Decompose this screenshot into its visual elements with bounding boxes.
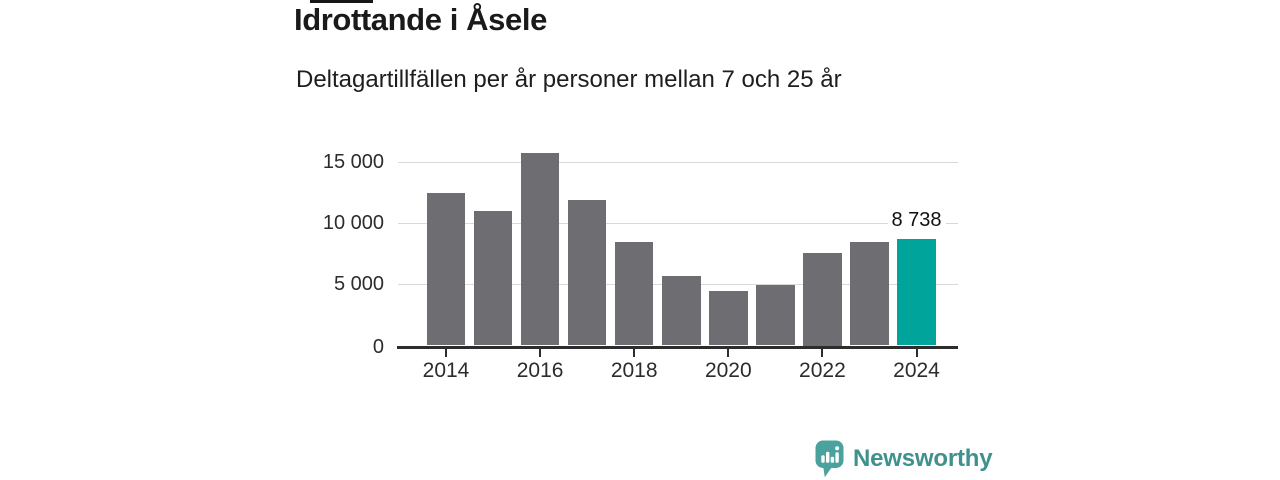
bar-2013/2014	[426, 192, 466, 346]
newsworthy-logo: Newsworthy	[815, 439, 993, 479]
x-axis-tick-label: 2018	[610, 359, 658, 382]
bar-2018/2019	[662, 275, 701, 346]
bar-2017/2018	[614, 242, 654, 346]
highlight-value-label: 8 738	[887, 208, 946, 232]
gridline-10000	[398, 223, 958, 225]
x-axis-tick	[915, 348, 918, 357]
y-axis-tick-label: 0	[372, 336, 384, 358]
bar-2016/2017	[567, 199, 607, 346]
x-axis-tick-label: 2024	[893, 359, 940, 382]
y-axis-tick-label: 15 000	[322, 151, 384, 173]
x-axis-tick-label: 2020	[704, 359, 752, 382]
bar-2020/2021	[756, 284, 795, 346]
bar-2023/2024	[897, 238, 936, 346]
x-axis-tick-label: 2016	[516, 359, 564, 382]
x-axis-tick-label: 2014	[422, 359, 470, 382]
x-axis-line	[397, 345, 958, 349]
x-axis-tick	[821, 348, 824, 357]
bar-2022/2023	[850, 242, 889, 346]
newsworthy-brand-text: Newsworthy	[853, 445, 993, 472]
x-axis-tick	[633, 348, 636, 357]
bar-2019/2020	[709, 291, 748, 346]
y-axis-tick-label: 10 000	[322, 212, 384, 235]
chart-subtitle: Deltagartillfällen per år personer mella…	[296, 66, 842, 93]
x-axis-tick-label: 2022	[799, 359, 846, 382]
y-axis-tick-label: 5 000	[333, 273, 384, 296]
x-axis-tick	[445, 348, 447, 357]
newsworthy-bubble-barchart-icon	[815, 440, 844, 478]
x-axis-tick	[727, 348, 730, 357]
gridline-15000	[398, 162, 958, 163]
bar-2021/2022	[803, 252, 842, 346]
cropped-content-artifact	[310, 0, 373, 3]
chart-title: Idrottande i Åsele	[294, 2, 547, 37]
x-axis-tick	[539, 348, 542, 357]
bar-2014/2015	[473, 210, 513, 346]
bar-2015/2016	[520, 153, 560, 346]
